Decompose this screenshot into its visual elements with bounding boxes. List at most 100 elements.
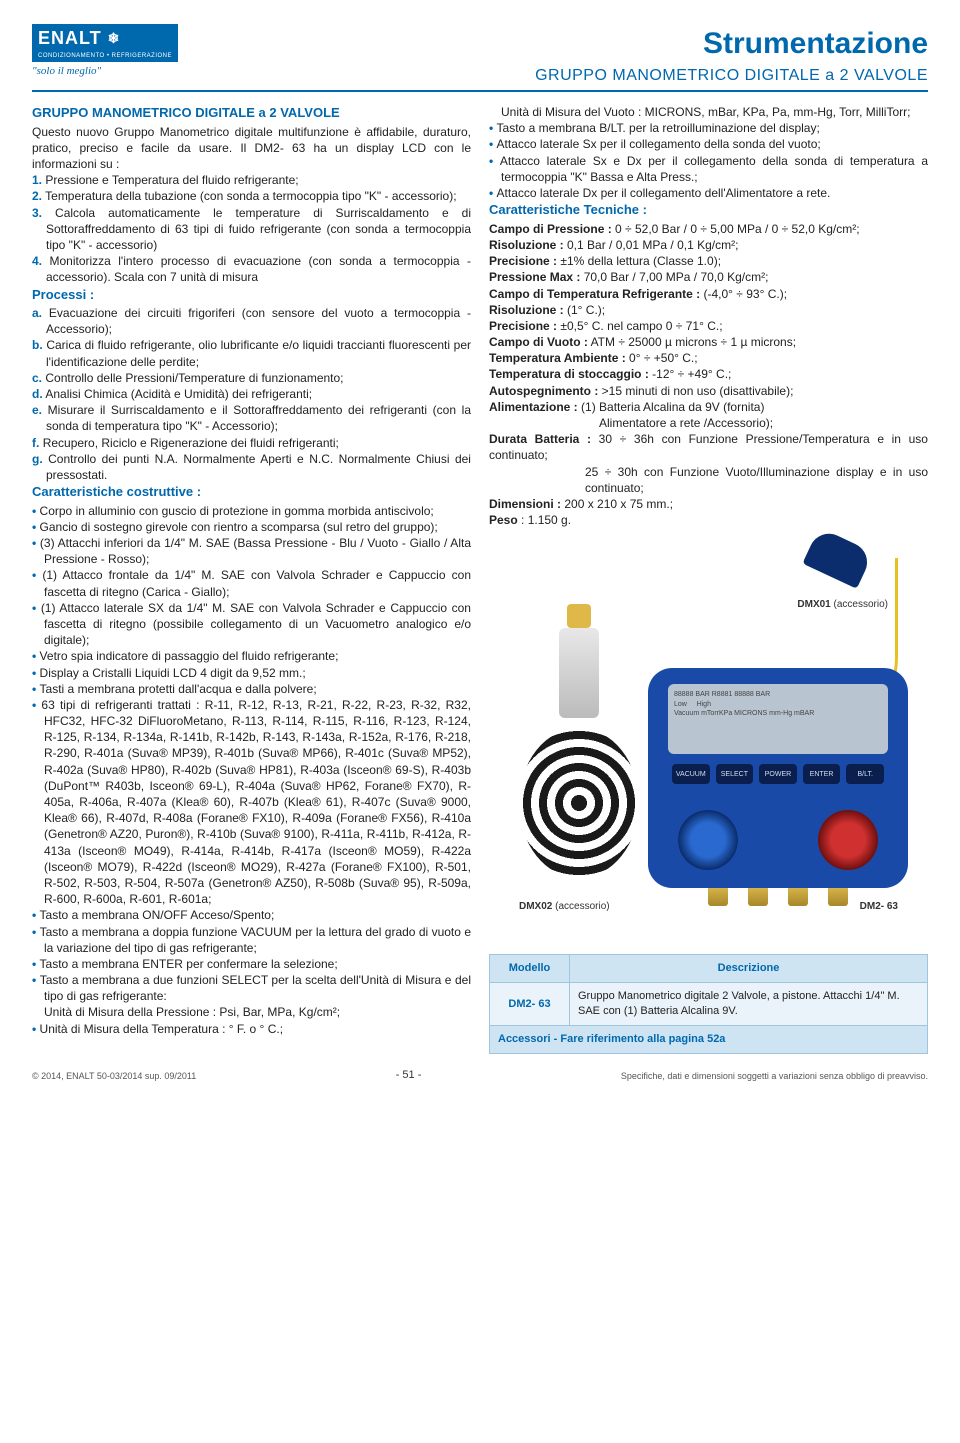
list-item: Tasto a membrana a doppia funzione VACUU…: [32, 924, 471, 956]
spec-line: Pressione Max : 70,0 Bar / 7,00 MPa / 70…: [489, 269, 928, 285]
vuoto-units: Unità di Misura del Vuoto : MICRONS, mBa…: [489, 104, 928, 120]
spec-line: Precisione : ±1% della lettura (Classe 1…: [489, 253, 928, 269]
list-marker: e.: [32, 403, 42, 417]
list-item: Attacco laterale Sx e Dx per il collegam…: [489, 153, 928, 185]
vacuum-button: VACUUM: [672, 764, 710, 784]
list-marker: f.: [32, 436, 39, 450]
blt-button: B/LT.: [846, 764, 884, 784]
blue-knob: [678, 810, 738, 870]
spec-extra: 25 ÷ 30h con Funzione Vuoto/Illuminazion…: [489, 464, 928, 496]
brand-sub: CONDIZIONAMENTO • REFRIGERAZIONE: [32, 52, 178, 62]
model-table: Modello Descrizione DM2- 63 Gruppo Manom…: [489, 954, 928, 1053]
list-item: f. Recupero, Riciclo e Rigenerazione dei…: [32, 435, 471, 451]
brand-logo: ENALT ❄: [32, 24, 178, 52]
list-item: Tasto a membrana B/LT. per la retroillum…: [489, 120, 928, 136]
list-marker: a.: [32, 306, 42, 320]
page-header: ENALT ❄ CONDIZIONAMENTO • REFRIGERAZIONE…: [32, 24, 928, 92]
caption-dmx01: DMX01 (accessorio): [797, 598, 888, 612]
list-item: 4. Monitorizza l'intero processo di evac…: [32, 253, 471, 285]
td-desc: Gruppo Manometrico digitale 2 Valvole, a…: [570, 983, 928, 1026]
list-item: Vetro spia indicatore di passaggio del f…: [32, 648, 471, 664]
intro-text: Questo nuovo Gruppo Manometrico digitale…: [32, 124, 471, 173]
list-item: g. Controllo dei punti N.A. Normalmente …: [32, 451, 471, 483]
list-item: Corpo in alluminio con guscio di protezi…: [32, 503, 471, 519]
processi-title: Processi :: [32, 286, 471, 304]
constr-tail-list: Unità di Misura della Temperatura : ° F.…: [32, 1021, 471, 1037]
vacuum-sensor: [499, 628, 669, 888]
page-number: - 51 -: [396, 1068, 422, 1083]
left-column: GRUPPO MANOMETRICO DIGITALE a 2 VALVOLE …: [32, 104, 471, 1054]
power-button: POWER: [759, 764, 797, 784]
info-list: 1. Pressione e Temperatura del fluido re…: [32, 172, 471, 285]
footer-right: Specifiche, dati e dimensioni soggetti a…: [621, 1070, 928, 1082]
table-row: DM2- 63 Gruppo Manometrico digitale 2 Va…: [490, 983, 928, 1026]
logo-area: ENALT ❄ CONDIZIONAMENTO • REFRIGERAZIONE…: [32, 24, 178, 79]
page-footer: © 2014, ENALT 50-03/2014 sup. 09/2011 - …: [32, 1068, 928, 1083]
list-marker: c.: [32, 371, 42, 385]
list-item: (1) Attacco frontale da 1/4" M. SAE con …: [32, 567, 471, 599]
td-model: DM2- 63: [490, 983, 570, 1026]
enter-button: ENTER: [803, 764, 841, 784]
select-button: SELECT: [716, 764, 754, 784]
spec-line: Risoluzione : 0,1 Bar / 0,01 MPa / 0,1 K…: [489, 237, 928, 253]
caption-dm2: DM2- 63: [860, 900, 898, 914]
spec-line: Alimentazione : (1) Batteria Alcalina da…: [489, 399, 928, 415]
title-area: Strumentazione GRUPPO MANOMETRICO DIGITA…: [535, 24, 928, 86]
spec-line: Peso : 1.150 g.: [489, 512, 928, 528]
spec-line: Temperatura Ambiente : 0° ÷ +50° C.;: [489, 350, 928, 366]
th-model: Modello: [490, 955, 570, 983]
processi-list: a. Evacuazione dei circuiti frigoriferi …: [32, 305, 471, 483]
td-acc: Accessori - Fare riferimento alla pagina…: [490, 1025, 928, 1053]
spec-line: Precisione : ±0,5° C. nel campo 0 ÷ 71° …: [489, 318, 928, 334]
snowflake-icon: ❄: [108, 29, 121, 48]
spec-extra: Alimentatore a rete /Accessorio);: [489, 415, 928, 431]
list-item: Display a Cristalli Liquidi LCD 4 digit …: [32, 665, 471, 681]
list-item: 3. Calcola automaticamente le temperatur…: [32, 205, 471, 254]
list-item: Gancio di sostegno girevole con rientro …: [32, 519, 471, 535]
list-marker: 3.: [32, 206, 42, 220]
list-item: 63 tipi di refrigeranti trattati : R-11,…: [32, 697, 471, 907]
list-item: e. Misurare il Surriscaldamento e il Sot…: [32, 402, 471, 434]
list-item: Tasto a membrana a due funzioni SELECT p…: [32, 972, 471, 1004]
spec-line: Autospegnimento : >15 minuti di non uso …: [489, 383, 928, 399]
list-item: Unità di Misura della Temperatura : ° F.…: [32, 1021, 471, 1037]
footer-left: © 2014, ENALT 50-03/2014 sup. 09/2011: [32, 1070, 196, 1082]
clamp-accessory: [808, 538, 918, 578]
spec-line: Campo di Pressione : 0 ÷ 52,0 Bar / 0 ÷ …: [489, 221, 928, 237]
spec-line: Campo di Temperatura Refrigerante : (-4,…: [489, 286, 928, 302]
constr-title: Caratteristiche costruttive :: [32, 483, 471, 501]
list-item: d. Analisi Chimica (Acidità e Umidità) d…: [32, 386, 471, 402]
spec-line: Campo di Vuoto : ATM ÷ 25000 µ microns ÷…: [489, 334, 928, 350]
ports: [698, 888, 858, 906]
tech-specs: Campo di Pressione : 0 ÷ 52,0 Bar / 0 ÷ …: [489, 221, 928, 529]
list-item: a. Evacuazione dei circuiti frigoriferi …: [32, 305, 471, 337]
right-bullets: Tasto a membrana B/LT. per la retroillum…: [489, 120, 928, 201]
red-knob: [818, 810, 878, 870]
caption-dmx02: DMX02 (accessorio): [519, 900, 610, 914]
product-photo: DMX01 (accessorio) 88888 BAR R8881 88888…: [489, 538, 928, 938]
list-marker: g.: [32, 452, 43, 466]
spec-line: Dimensioni : 200 x 210 x 75 mm.;: [489, 496, 928, 512]
list-item: b. Carica di fluido refrigerante, olio l…: [32, 337, 471, 369]
constr-list: Corpo in alluminio con guscio di protezi…: [32, 503, 471, 1005]
th-desc: Descrizione: [570, 955, 928, 983]
list-item: Tasto a membrana ON/OFF Acceso/Spento;: [32, 907, 471, 923]
list-item: (1) Attacco laterale SX da 1/4" M. SAE c…: [32, 600, 471, 649]
device-buttons: VACUUM SELECT POWER ENTER B/LT.: [672, 764, 884, 784]
spec-line: Temperatura di stoccaggio : -12° ÷ +49° …: [489, 366, 928, 382]
list-item: 1. Pressione e Temperatura del fluido re…: [32, 172, 471, 188]
constr-tail: Unità di Misura della Pressione : Psi, B…: [32, 1004, 471, 1020]
tech-title: Caratteristiche Tecniche :: [489, 201, 928, 219]
brand-tagline: "solo il meglio": [32, 64, 178, 79]
list-marker: d.: [32, 387, 43, 401]
spec-line: Risoluzione : (1° C.);: [489, 302, 928, 318]
page-subtitle: GRUPPO MANOMETRICO DIGITALE a 2 VALVOLE: [535, 65, 928, 87]
list-item: c. Controllo delle Pressioni/Temperature…: [32, 370, 471, 386]
list-item: (3) Attacchi inferiori da 1/4" M. SAE (B…: [32, 535, 471, 567]
list-marker: 1.: [32, 173, 42, 187]
list-item: 2. Temperatura della tubazione (con sond…: [32, 188, 471, 204]
section-title: GRUPPO MANOMETRICO DIGITALE a 2 VALVOLE: [32, 104, 471, 122]
manifold-device: 88888 BAR R8881 88888 BARLow HighVacuum …: [648, 668, 908, 888]
list-marker: b.: [32, 338, 43, 352]
list-marker: 2.: [32, 189, 42, 203]
